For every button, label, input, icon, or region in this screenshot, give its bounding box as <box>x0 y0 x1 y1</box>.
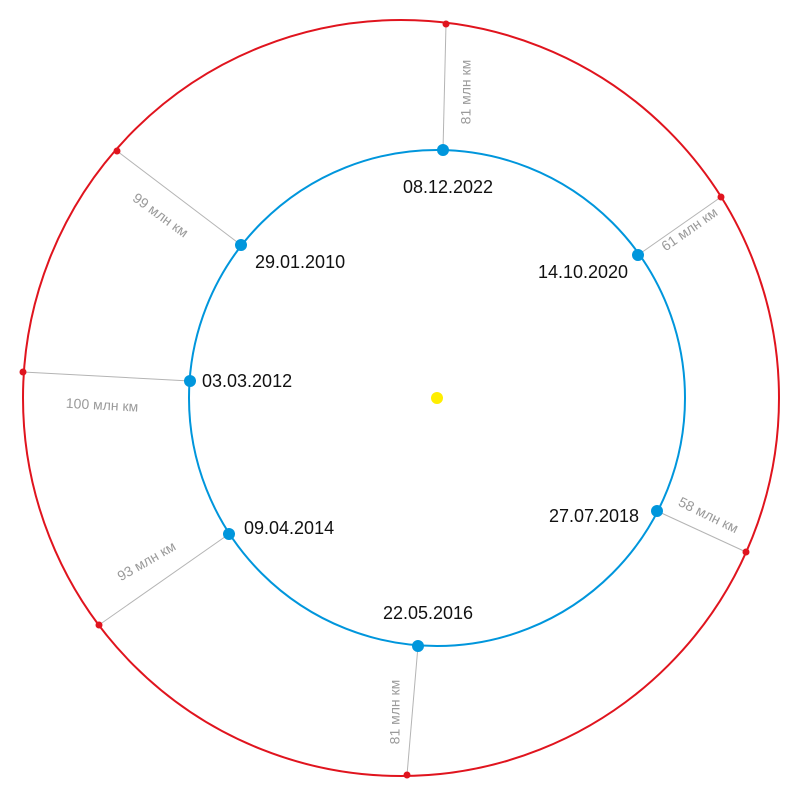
distance-label: 81 млн км <box>458 60 474 125</box>
connector-line <box>22 371 191 382</box>
earth-position-dot <box>412 640 424 652</box>
opposition-date: 29.01.2010 <box>255 252 345 272</box>
mars-position-dot <box>95 621 103 629</box>
opposition-date: 09.04.2014 <box>244 518 334 538</box>
mars-position-dot <box>742 548 750 556</box>
opposition-date: 27.07.2018 <box>549 506 639 526</box>
opposition-date: 08.12.2022 <box>403 177 493 197</box>
connector-line <box>637 196 722 256</box>
mars-position-dot <box>113 147 121 155</box>
distance-label: 81 млн км <box>387 680 403 745</box>
mars-orbit <box>22 19 780 777</box>
earth-position-dot <box>651 505 663 517</box>
distance-label: 61 млн км <box>658 204 720 254</box>
mars-position-dot <box>442 20 450 28</box>
distance-label: 100 млн км <box>65 395 138 415</box>
mars-position-dot <box>403 771 411 779</box>
connector-line <box>116 150 242 246</box>
earth-position-dot <box>632 249 644 261</box>
earth-position-dot <box>223 528 235 540</box>
opposition-date: 22.05.2016 <box>383 603 473 623</box>
distance-label: 58 млн км <box>676 493 741 536</box>
connector-line <box>98 533 230 626</box>
distance-label: 99 млн км <box>130 189 192 240</box>
distance-label: 93 млн км <box>114 538 178 584</box>
mars-position-dot <box>19 368 27 376</box>
earth-position-dot <box>184 375 196 387</box>
opposition-date: 03.03.2012 <box>202 371 292 391</box>
opposition-date: 14.10.2020 <box>538 262 628 282</box>
connector-line <box>442 23 447 151</box>
earth-position-dot <box>235 239 247 251</box>
connector-line <box>406 645 419 776</box>
sun-icon <box>431 392 443 404</box>
connector-line <box>656 510 747 553</box>
earth-position-dot <box>437 144 449 156</box>
mars-position-dot <box>717 193 725 201</box>
